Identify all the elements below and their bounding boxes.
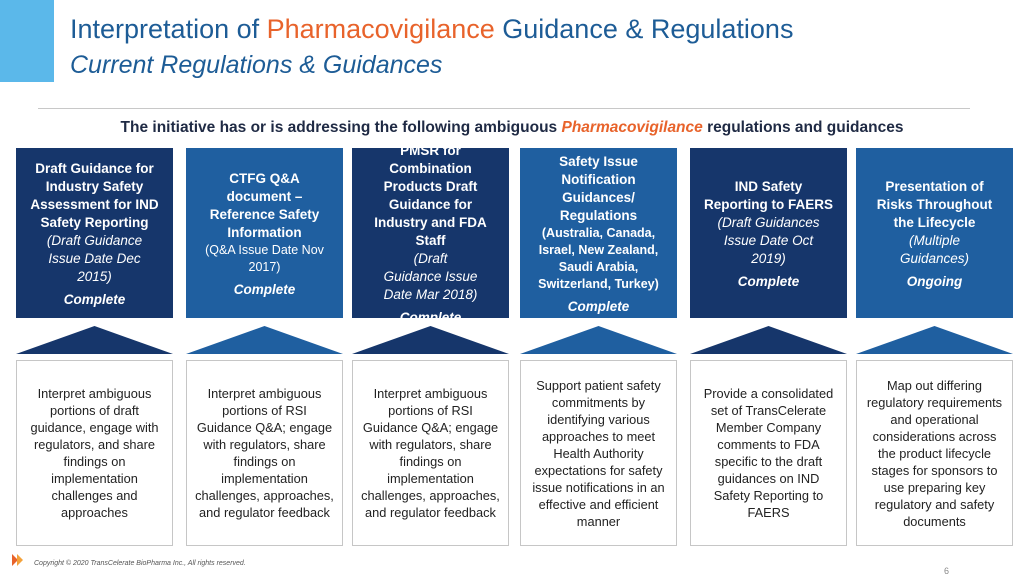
regulation-title-line: document – xyxy=(226,188,303,204)
accent-bar xyxy=(0,0,54,82)
regulation-detail-line: Israel, New Zealand, xyxy=(538,242,659,257)
intro-text: The initiative has or is addressing the … xyxy=(120,119,904,136)
regulation-title-line: Safety Issue xyxy=(559,153,638,169)
regulation-title-line: Guidances/ xyxy=(562,189,635,205)
regulation-detail-line: Issue Date Dec xyxy=(48,250,141,266)
regulation-detail-line: (Australia, Canada, xyxy=(541,225,656,240)
up-arrow-icon xyxy=(856,326,1013,354)
divider xyxy=(38,108,970,109)
regulation-title-line: Industry Safety xyxy=(45,178,144,194)
regulation-title-line: Industry and FDA xyxy=(374,214,487,230)
regulation-box: IND Safety Reporting to FAERS (Draft Guida… xyxy=(690,148,847,318)
regulation-title-line: Presentation of xyxy=(885,178,984,194)
regulation-box: Presentation of Risks Throughout the Lifec… xyxy=(856,148,1013,318)
regulation-detail-line: (Q&A Issue Date Nov xyxy=(205,242,324,257)
footer-copyright: Copyright © 2020 TransCelerate BioPharma… xyxy=(34,560,246,567)
status-label: Complete xyxy=(399,309,462,325)
description-box: Provide a consolidated set of TransCeler… xyxy=(690,360,847,546)
regulation-detail-line: (Draft Guidance xyxy=(46,232,143,248)
regulation-detail-line: Issue Date Oct xyxy=(723,232,814,248)
status-label: Complete xyxy=(233,281,296,297)
status-label: Complete xyxy=(567,298,630,314)
regulation-title-line: Safety Reporting xyxy=(40,214,149,230)
regulation-title-line: Guidance for xyxy=(388,196,473,212)
regulation-title-line: Products Draft xyxy=(383,178,478,194)
regulation-title-line: Assessment for IND xyxy=(30,196,159,212)
regulation-title-line: the Lifecycle xyxy=(893,214,976,230)
regulation-box: CTFG Q&A document – Reference Safety Inform… xyxy=(186,148,343,318)
regulation-title-line: Regulations xyxy=(559,207,638,223)
description-box: Interpret ambiguous portions of RSI Guid… xyxy=(352,360,509,546)
regulation-detail-line: (Multiple xyxy=(908,232,960,248)
page-subtitle: Current Regulations & Guidances xyxy=(70,51,443,79)
description-box: Map out differing regulatory requirement… xyxy=(856,360,1013,546)
regulation-detail-line: (Draft Guidances xyxy=(717,214,820,230)
regulation-detail-line: Guidance Issue xyxy=(383,268,478,284)
regulation-box: Draft Guidance for Industry Safety Assessm… xyxy=(16,148,173,318)
up-arrow-icon xyxy=(520,326,677,354)
up-arrow-icon xyxy=(690,326,847,354)
regulation-detail-line: 2015) xyxy=(77,268,112,284)
regulation-title-line: Risks Throughout xyxy=(876,196,993,212)
regulation-detail-line: (Draft xyxy=(413,250,448,266)
regulation-detail-line: Switzerland, Turkey) xyxy=(538,276,659,291)
transcelerate-logo-icon xyxy=(12,554,23,566)
regulation-box: Safety Issue Notification Guidances/Regula… xyxy=(520,148,677,318)
regulation-title-line: Notification xyxy=(561,171,636,187)
regulation-detail-line: 2019) xyxy=(751,250,786,266)
regulation-title-line: Staff xyxy=(415,232,446,248)
regulation-title-line: Draft Guidance for xyxy=(35,160,154,176)
up-arrow-icon xyxy=(186,326,343,354)
status-label: Complete xyxy=(737,273,800,289)
description-box: Interpret ambiguous portions of RSI Guid… xyxy=(186,360,343,546)
regulation-detail-line: 2017) xyxy=(248,259,281,274)
page-number: 6 xyxy=(944,566,950,576)
regulation-box: PMSR for Combination Products Draft Guidanc… xyxy=(352,143,509,325)
up-arrow-icon xyxy=(352,326,509,354)
regulation-title-line: PMSR for xyxy=(400,142,461,158)
regulation-detail-line: Guidances) xyxy=(899,250,970,266)
regulation-title-line: CTFG Q&A xyxy=(229,170,300,186)
regulation-detail-line: Date Mar 2018) xyxy=(383,286,478,302)
up-arrow-icon xyxy=(16,326,173,354)
regulation-title-line: Reporting to FAERS xyxy=(704,196,833,212)
description-box: Support patient safety commitments by id… xyxy=(520,360,677,546)
regulation-detail-line: Saudi Arabia, xyxy=(558,259,639,274)
status-label: Complete xyxy=(63,291,126,307)
regulation-title-line: Reference Safety xyxy=(209,206,320,222)
regulation-title-line: IND Safety xyxy=(734,178,803,194)
page-title: Interpretation of Pharmacovigilance Guid… xyxy=(70,14,794,44)
regulation-title-line: Information xyxy=(227,224,302,240)
description-box: Interpret ambiguous portions of draft gu… xyxy=(16,360,173,546)
status-label: Ongoing xyxy=(906,273,963,289)
regulation-title-line: Combination xyxy=(389,160,472,176)
